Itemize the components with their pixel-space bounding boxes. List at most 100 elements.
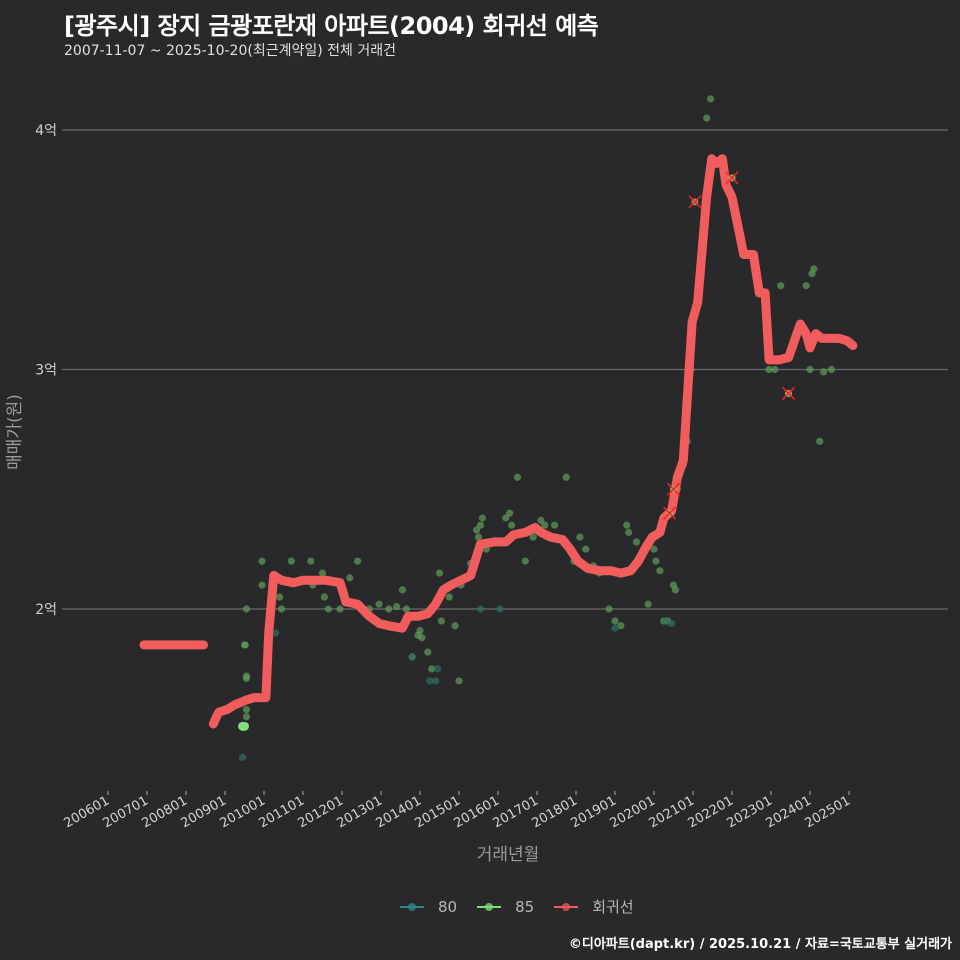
scatter-points <box>238 95 836 762</box>
data-point-85 <box>402 605 410 613</box>
data-point-85 <box>435 569 444 577</box>
data-point-85 <box>428 665 436 673</box>
legend-label: 80 <box>438 897 458 916</box>
data-point-85 <box>611 617 619 625</box>
data-point-80 <box>611 624 619 632</box>
data-point-85 <box>650 545 658 553</box>
data-point-85 <box>802 282 810 290</box>
data-point-85 <box>242 705 251 714</box>
data-point-85 <box>508 521 516 529</box>
data-point-85 <box>623 521 631 529</box>
data-point-85 <box>276 593 284 601</box>
data-point-85 <box>336 605 344 613</box>
data-point-85 <box>806 365 814 374</box>
data-point-85 <box>513 473 522 481</box>
data-point-85 <box>476 521 485 529</box>
data-point-85 <box>605 605 613 613</box>
data-point-85 <box>393 603 401 611</box>
data-point-85 <box>652 557 660 565</box>
x-axis-title: 거래년월 <box>477 845 540 865</box>
legend-swatch-icon <box>554 902 579 911</box>
data-point-85 <box>307 557 315 565</box>
y-axis-ticks: 2억 3억 4억 <box>35 123 57 618</box>
outlier-markers <box>663 171 796 520</box>
chart-title: [광주시] 장지 금광포란재 아파트(2004) 회귀선 예측 <box>64 12 599 40</box>
outlier-x-icon <box>782 386 796 400</box>
data-point-85 <box>424 648 432 656</box>
data-point-80 <box>238 753 247 762</box>
legend-swatch-icon <box>400 902 424 911</box>
data-point-85 <box>582 545 590 553</box>
y-tick-label: 4억 <box>35 123 57 139</box>
regression-line-path <box>208 154 858 729</box>
data-point-85 <box>777 282 785 290</box>
data-point-80 <box>426 677 434 685</box>
x-tick-label: 202501 <box>803 793 853 831</box>
data-point-85 <box>521 557 529 565</box>
footer-credit: ©디아파트(dapt.kr) / 2025.10.21 / 자료=국토교통부 실… <box>568 937 952 952</box>
data-point-85 <box>550 521 559 529</box>
legend-label: 회귀선 <box>592 898 634 916</box>
data-point-85 <box>671 586 680 594</box>
y-tick-label: 3억 <box>35 363 57 379</box>
chart-subtitle: 2007-11-07 ~ 2025-10-20(최근계약일) 전체 거래건 <box>64 43 396 59</box>
data-point-85 <box>398 586 407 594</box>
data-point-85 <box>506 509 514 517</box>
data-point-85 <box>375 600 383 608</box>
data-point-80 <box>433 665 442 673</box>
data-point-85 <box>346 574 354 582</box>
data-point-85 <box>820 368 828 376</box>
legend: 80 85 회귀선 <box>400 896 644 917</box>
data-point-80 <box>432 677 440 685</box>
legend-item-0: 80 <box>400 898 457 916</box>
data-point-85 <box>632 538 641 546</box>
data-point-85 <box>625 528 633 536</box>
data-point-85 <box>502 514 510 522</box>
data-point-85 <box>617 622 625 630</box>
data-point-85 <box>354 557 362 565</box>
data-point-85 <box>445 593 453 601</box>
data-point-80 <box>408 653 416 661</box>
data-point-85 <box>258 557 266 565</box>
y-tick-label: 2억 <box>35 602 57 618</box>
data-point-85 <box>287 557 295 565</box>
data-point-85 <box>472 526 481 534</box>
data-point-85 <box>416 626 424 635</box>
data-point-80 <box>272 629 280 637</box>
data-point-85 <box>324 605 332 613</box>
outlier-x-icon <box>666 482 681 496</box>
data-point-85 <box>537 516 545 524</box>
data-point-80 <box>662 617 670 625</box>
data-point-85 <box>656 567 664 575</box>
legend-label: 85 <box>515 897 535 916</box>
data-point-85 <box>242 674 251 683</box>
regression-line <box>139 154 858 729</box>
data-point-85 <box>562 473 570 481</box>
outlier-x-icon <box>688 195 702 209</box>
data-point-85 <box>816 437 824 445</box>
gridlines <box>62 129 948 610</box>
data-point-85 <box>418 634 426 642</box>
legend-item-2: 회귀선 <box>554 896 634 917</box>
data-point-85 <box>385 605 393 613</box>
data-point-85 <box>703 114 711 122</box>
data-point-85 <box>318 569 327 577</box>
data-point-85 <box>240 721 249 731</box>
data-point-85 <box>529 533 537 541</box>
data-point-85 <box>437 617 446 625</box>
data-point-85 <box>451 622 459 630</box>
data-point-85 <box>810 265 818 273</box>
legend-item-1: 85 <box>477 898 534 916</box>
outlier-x-icon <box>663 506 677 520</box>
data-point-85 <box>277 605 286 613</box>
data-point-85 <box>827 365 836 374</box>
data-point-85 <box>765 365 773 374</box>
data-point-85 <box>478 514 486 522</box>
legend-swatch-icon <box>477 902 502 911</box>
data-point-85 <box>242 713 251 721</box>
x-axis-ticks: 2006012007012008012009012010012011012012… <box>62 791 853 831</box>
data-point-85 <box>242 605 251 613</box>
data-point-85 <box>474 533 483 541</box>
data-point-85 <box>455 677 463 685</box>
data-point-80 <box>496 605 504 613</box>
